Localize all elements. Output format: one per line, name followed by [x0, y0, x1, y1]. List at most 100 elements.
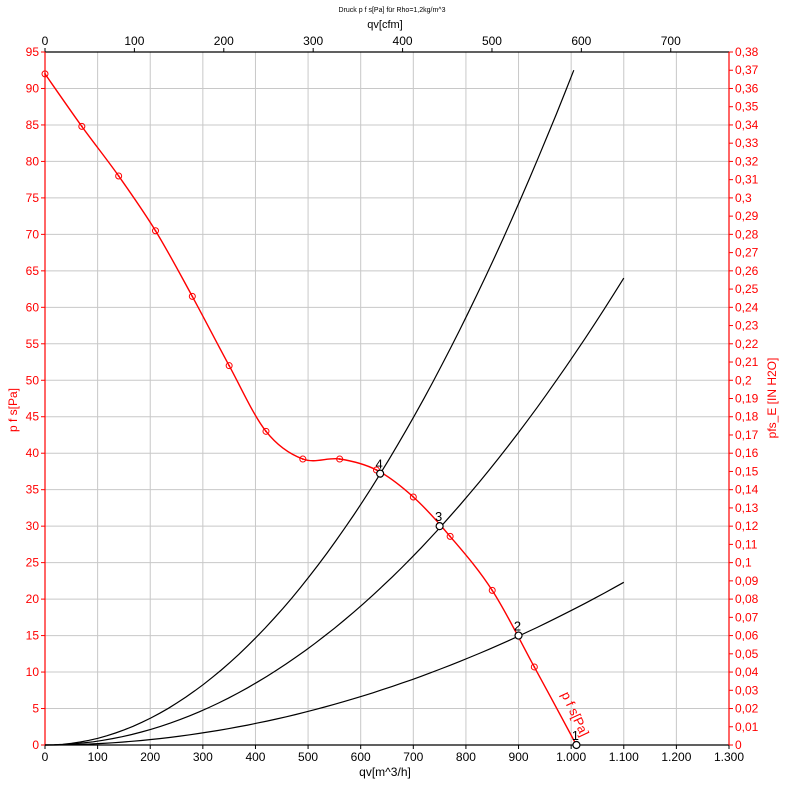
right-tick-label: 0,26	[735, 264, 759, 278]
left-tick-label: 60	[26, 300, 40, 314]
fan-curve-marker-dot	[265, 430, 267, 433]
left-tick-label: 50	[26, 373, 40, 387]
right-tick-label: 0,16	[735, 446, 759, 460]
left-tick-label: 75	[26, 191, 40, 205]
bottom-tick-label: 100	[88, 750, 108, 764]
right-tick-label: 0,18	[735, 410, 759, 424]
right-tick-label: 0,12	[735, 519, 759, 533]
fan-curve-marker-dot	[449, 535, 452, 538]
right-tick-label: 0,08	[735, 592, 759, 606]
top-tick-label: 400	[393, 34, 413, 48]
right-tick-label: 0,17	[735, 428, 759, 442]
left-tick-label: 15	[26, 629, 40, 643]
bottom-tick-label: 1.200	[661, 750, 691, 764]
top-axis-label: qv[cfm]	[367, 19, 402, 31]
system-curve-2	[44, 277, 625, 746]
left-tick-label: 25	[26, 556, 40, 570]
bottom-tick-label: 1.000	[556, 750, 586, 764]
operating-point-4	[376, 469, 385, 478]
right-tick-label: 0,23	[735, 319, 759, 333]
axes	[44, 51, 730, 746]
fan-curve-marker	[78, 122, 86, 130]
right-tick-label: 0,11	[735, 537, 758, 551]
fan-curve-marker-dot	[228, 364, 231, 367]
right-tick-label: 0,34	[735, 118, 759, 132]
system-curve-1	[44, 69, 575, 746]
right-tick-label: 0,2	[735, 373, 752, 387]
right-tick-label: 0,19	[735, 392, 759, 406]
right-tick-label: 0,32	[735, 154, 759, 168]
bottom-tick-label: 500	[298, 750, 318, 764]
right-tick-label: 0,24	[735, 300, 759, 314]
fan-curve-marker	[409, 493, 417, 501]
fan-curve-marker	[299, 455, 307, 463]
bottom-tick-label: 200	[140, 750, 160, 764]
fan-curve-marker-dot	[412, 496, 415, 498]
grid-lines	[44, 51, 730, 746]
right-tick-label: 0,36	[735, 81, 759, 95]
left-tick-label: 95	[26, 45, 40, 59]
top-tick-label: 300	[303, 34, 323, 48]
fan-curve-marker-dot	[338, 458, 341, 460]
fan-curve-marker-dot	[117, 175, 120, 177]
right-tick-label: 0,35	[735, 100, 759, 114]
top-tick-label: 200	[214, 34, 234, 48]
fan-curve-marker	[41, 70, 49, 78]
right-tick-label: 0,21	[735, 355, 759, 369]
right-tick-label: 0,05	[735, 647, 759, 661]
fan-curve	[44, 73, 578, 746]
left-tick-label: 85	[26, 118, 40, 132]
fan-curve-marker	[188, 292, 196, 300]
fan-curve-marker	[446, 532, 454, 540]
right-tick-label: 0,06	[735, 629, 759, 643]
operating-point-3	[435, 522, 444, 531]
top-axis-ticks: 0 100 200 300 400 500 600 700	[42, 34, 681, 52]
operating-point-label-1: 1	[572, 728, 579, 743]
right-tick-label: 0	[735, 738, 742, 752]
operating-point-1	[572, 740, 581, 750]
right-tick-label: 0,15	[735, 464, 759, 478]
bottom-axis-ticks: 0 100 200 300 400 500 600 700 800 900 1.000 1.100 1.…	[42, 745, 744, 764]
top-tick-label: 600	[571, 34, 591, 48]
left-tick-label: 35	[26, 483, 40, 497]
bottom-tick-label: 300	[193, 750, 213, 764]
left-tick-label: 55	[26, 337, 40, 351]
right-axis-label: pfs_E [IN H2O]	[765, 358, 779, 439]
top-tick-label: 500	[482, 34, 502, 48]
left-axis-ticks: 0 5 10 15 20 25 30 35 40 45 50 55 60 65 70 75 80 85 90 95	[26, 45, 45, 752]
right-tick-label: 0,38	[735, 45, 759, 59]
right-tick-label: 0,07	[735, 610, 759, 624]
fan-curve-marker-dot	[154, 229, 157, 232]
fan-curve-marker	[336, 455, 344, 463]
right-tick-label: 0,3	[735, 191, 752, 205]
operating-point-label-2: 2	[514, 619, 521, 634]
right-tick-label: 0,25	[735, 282, 759, 296]
fan-curve-marker	[151, 227, 159, 235]
right-tick-label: 0,04	[735, 665, 759, 679]
system-curve-3	[45, 581, 625, 746]
top-tick-label: 700	[661, 34, 681, 48]
bottom-tick-label: 1.100	[609, 750, 639, 764]
fan-curve-marker-dot	[301, 458, 304, 460]
chart-title: Druck p f s[Pa] für Rho=1,2kg/m^3	[339, 7, 446, 14]
bottom-tick-label: 900	[509, 750, 529, 764]
fan-curve-markers	[41, 70, 538, 671]
right-tick-label: 0,13	[735, 501, 759, 515]
operating-points: 1 2 3 4	[376, 457, 581, 750]
operating-point-label-3: 3	[435, 509, 442, 524]
fan-curve-marker	[530, 663, 538, 671]
left-axis-label: p f s[Pa]	[6, 388, 20, 432]
right-tick-label: 0,22	[735, 337, 759, 351]
bottom-tick-label: 400	[245, 750, 265, 764]
operating-point-label-4: 4	[376, 457, 383, 472]
top-tick-label: 0	[42, 34, 49, 48]
fan-curve-marker	[115, 172, 123, 180]
fan-curve-marker-dot	[533, 666, 536, 668]
right-tick-label: 0,03	[735, 683, 759, 697]
left-tick-label: 80	[26, 154, 40, 168]
right-tick-label: 0,1	[735, 556, 752, 570]
right-tick-label: 0,09	[735, 574, 759, 588]
right-tick-label: 0,33	[735, 136, 759, 150]
bottom-tick-label: 700	[403, 750, 423, 764]
